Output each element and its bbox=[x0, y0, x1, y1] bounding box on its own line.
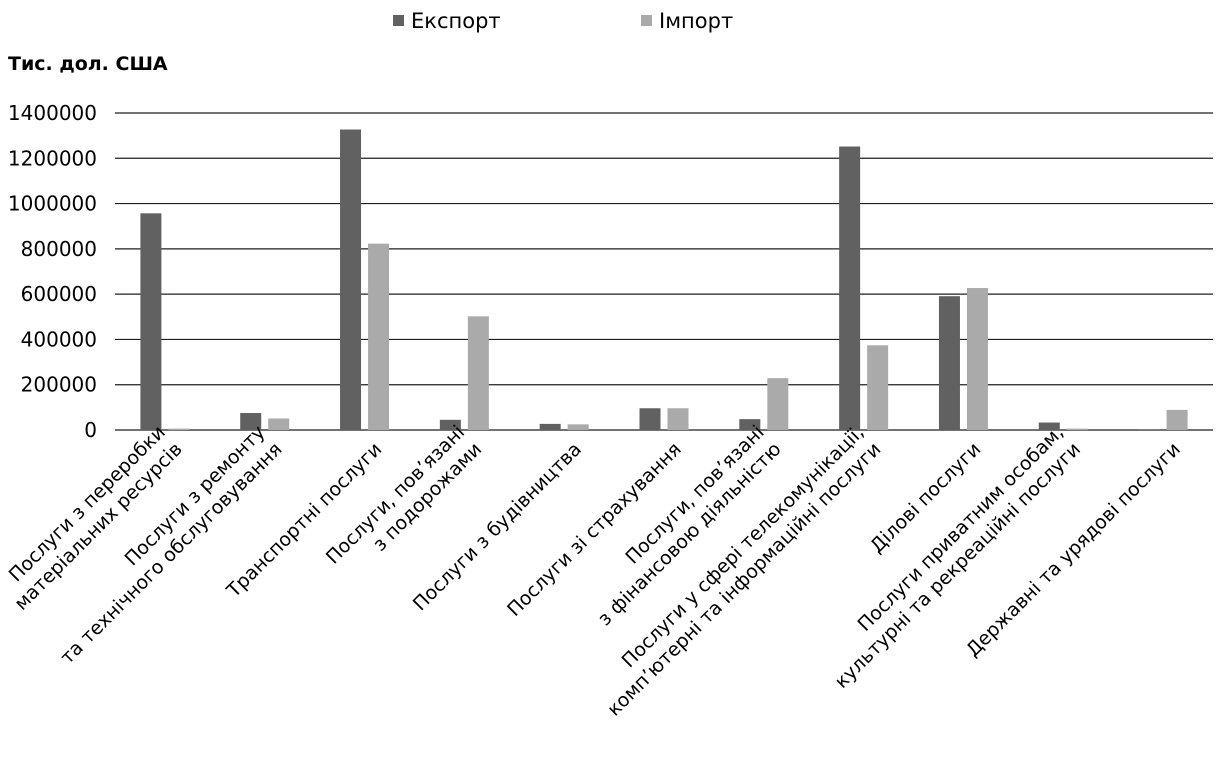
y-tick-label: 1400000 bbox=[8, 101, 97, 125]
bar-export bbox=[140, 213, 162, 430]
y-axis-unit-label: Тис. дол. США bbox=[8, 53, 168, 75]
legend-label-import: Імпорт bbox=[659, 9, 733, 33]
legend-swatch-export bbox=[393, 15, 404, 26]
bar-export bbox=[938, 296, 960, 430]
bar-export bbox=[240, 413, 262, 430]
bar-export bbox=[739, 419, 761, 430]
bar-export bbox=[1138, 429, 1160, 430]
x-category-label-line: Послуги з переробки bbox=[5, 421, 170, 586]
bar-export bbox=[839, 146, 861, 431]
bar-import bbox=[368, 243, 390, 430]
y-tick-label: 600000 bbox=[21, 282, 97, 306]
bar-import bbox=[667, 408, 689, 430]
bar-import bbox=[1166, 409, 1188, 430]
bar-export bbox=[639, 408, 661, 430]
bar-export bbox=[1038, 422, 1060, 430]
legend-swatch-import bbox=[641, 15, 652, 26]
bar-import bbox=[966, 288, 988, 430]
bar-export bbox=[539, 423, 561, 430]
bar-import bbox=[1066, 428, 1088, 430]
bar-import bbox=[467, 316, 489, 430]
legend-label-export: Експорт bbox=[411, 9, 501, 33]
bar-import bbox=[168, 428, 190, 430]
x-category-label-line: та технічного обслуговування bbox=[56, 438, 286, 668]
bar-import bbox=[268, 418, 290, 430]
y-tick-label: 1000000 bbox=[8, 192, 97, 216]
legend: Експорт Імпорт bbox=[393, 9, 733, 33]
y-tick-label: 400000 bbox=[21, 327, 97, 351]
x-category-label: Державні та урядові послуги bbox=[962, 438, 1185, 661]
x-category-label-line: Державні та урядові послуги bbox=[962, 438, 1185, 661]
y-tick-label: 200000 bbox=[21, 373, 97, 397]
gridlines bbox=[115, 112, 1213, 431]
bars bbox=[140, 129, 1188, 431]
bar-export bbox=[439, 419, 461, 430]
bar-export bbox=[340, 129, 362, 430]
bar-import bbox=[867, 345, 889, 430]
y-tick-label: 800000 bbox=[21, 237, 97, 261]
bar-import bbox=[767, 378, 789, 430]
y-axis-ticks: 0 200000 400000 600000 800000 1000000 1200000 1… bbox=[8, 101, 97, 442]
y-tick-label: 1200000 bbox=[8, 146, 97, 170]
y-tick-label: 0 bbox=[84, 418, 97, 442]
bar-import bbox=[567, 424, 589, 430]
